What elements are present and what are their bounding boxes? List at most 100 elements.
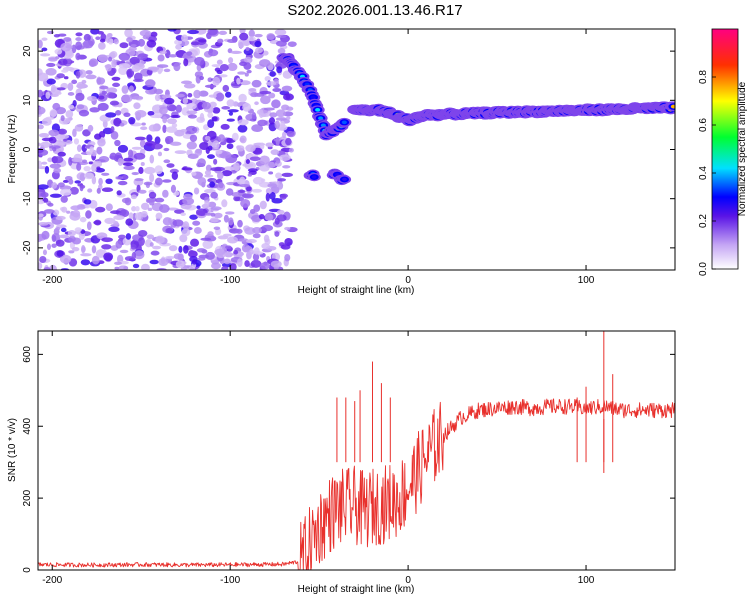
noise-blob [264,213,274,221]
noise-blob [208,49,219,57]
spectrogram-x-tick-label: -200 [42,275,62,286]
noise-blob [115,110,122,116]
noise-blob [137,38,146,47]
noise-blob [52,146,57,152]
noise-blob [89,107,100,113]
noise-blob [220,141,227,146]
noise-blob [183,83,196,89]
noise-blob [212,107,221,114]
noise-blob [118,265,129,270]
noise-blob [139,139,146,148]
noise-blob [249,248,254,255]
noise-blob [242,102,252,112]
noise-blob [128,212,134,220]
noise-blob [55,239,65,247]
noise-blob [67,82,74,91]
drifting-track-segment [317,116,324,121]
noise-blob [236,77,241,85]
figure-title: S202.2026.001.13.46.R17 [287,2,463,19]
noise-blob [258,213,265,220]
noise-blob [174,150,187,155]
noise-blob [225,245,232,250]
noise-blob [48,57,58,62]
snr-panel: -200 -100 0 100 0 200 400 600 Height of straig… [7,330,676,595]
noise-blob [120,60,126,64]
noise-blob [164,49,171,59]
snr-y-tick-label: 600 [22,346,33,363]
noise-blob [66,210,71,214]
noise-blob [81,159,88,163]
noise-blob [151,143,163,150]
noise-blob [130,243,137,250]
noise-blob [237,189,246,193]
noise-blob [252,176,264,185]
noise-blob [49,109,58,117]
noise-blob [98,95,105,100]
noise-blob [225,188,234,196]
noise-blob [57,33,67,37]
noise-blob [277,178,287,182]
noise-blob [216,59,223,65]
spectrogram-x-tick-label: 100 [578,275,595,286]
noise-blob [46,30,54,35]
noise-blob [285,137,292,146]
noise-blob [106,87,118,94]
noise-blob [168,245,178,252]
noise-blob [187,114,197,119]
noise-blob [173,253,184,260]
noise-blob [252,253,260,261]
noise-blob [197,158,206,167]
noise-blob [209,101,217,108]
noise-blob [146,134,153,142]
noise-blob [275,40,287,47]
noise-blob [285,106,294,111]
noise-blob [205,164,212,172]
noise-blob [49,163,62,169]
noise-blob [74,227,82,233]
noise-blob [86,150,93,156]
noise-blob [91,245,97,254]
snr-frame [37,330,676,571]
noise-blob [131,171,139,176]
noise-blob [148,199,155,206]
noise-blob [269,112,278,118]
noise-blob [99,85,109,90]
noise-blob [250,259,262,268]
noise-blob [228,111,234,116]
noise-blob [116,190,122,196]
colorbar-tick-label: 0.2 [698,214,709,228]
noise-blob [130,44,137,48]
noise-blob [274,120,280,129]
noise-blob [175,44,182,50]
noise-blob [74,180,81,184]
noise-blob [194,148,203,156]
noise-blob [217,171,224,180]
noise-blob [141,202,150,211]
noise-blob [113,117,122,127]
noise-blob [251,112,257,120]
noise-blob [45,68,57,76]
noise-blob [263,234,270,243]
noise-blob [119,249,129,254]
noise-blob [226,99,235,107]
noise-blob [227,236,239,244]
noise-blob [97,30,104,35]
noise-blob [46,62,56,67]
noise-blob [105,178,113,185]
noise-blob [207,145,213,151]
noise-blob [186,141,197,150]
noise-blob [207,77,213,83]
spectrogram-x-tick-label: 0 [405,275,411,286]
noise-blob [242,193,254,199]
noise-blob [267,183,278,188]
noise-blob [275,109,286,118]
noise-blob [111,76,121,81]
noise-blob [186,102,197,110]
noise-blob [48,129,60,137]
noise-blob [68,157,73,166]
noise-blob [216,69,223,75]
noise-blob [93,220,102,225]
noise-blob [132,95,144,100]
noise-blob [134,136,146,141]
noise-blob [204,200,210,207]
